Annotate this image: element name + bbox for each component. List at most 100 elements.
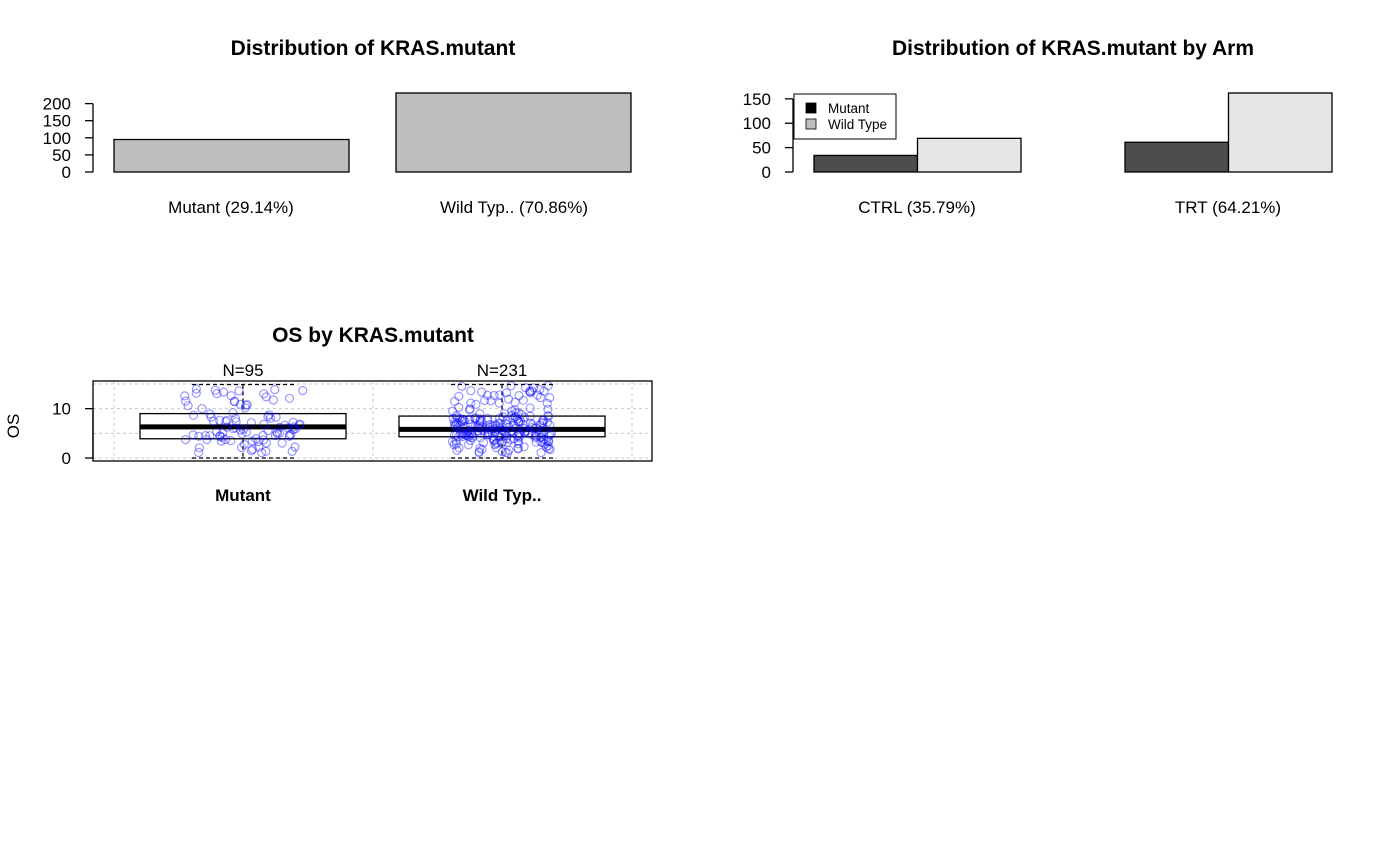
panel3-point xyxy=(467,429,477,439)
panel3-point xyxy=(477,387,487,397)
panel3-point xyxy=(290,424,301,434)
panel2-y-tick-label: 50 xyxy=(752,139,771,158)
panel3-point xyxy=(188,410,199,420)
panel3-category-label-1: Wild Typ.. xyxy=(463,486,542,505)
panel3-point xyxy=(459,416,469,426)
panel3-point xyxy=(514,418,525,428)
panel3-point xyxy=(284,431,294,441)
panel3-point xyxy=(490,427,500,437)
panel3-point xyxy=(448,414,458,424)
panel3-point xyxy=(516,409,526,419)
panel3-point xyxy=(222,422,232,432)
panel3-point xyxy=(194,447,204,458)
panel3-point xyxy=(194,431,204,441)
panel3-point xyxy=(544,444,554,454)
panel3-point xyxy=(545,430,555,440)
panel3-point xyxy=(180,391,190,401)
panel1-y-tick-label: 0 xyxy=(62,163,71,182)
panel3-point xyxy=(502,431,512,441)
panel2-title: Distribution of KRAS.mutant by Arm xyxy=(892,37,1254,60)
panel3-point xyxy=(531,423,541,433)
panel3-point xyxy=(466,386,476,396)
panel2-category-label-0: CTRL (35.79%) xyxy=(858,198,975,217)
panel3-point xyxy=(466,398,476,408)
panel3-point xyxy=(525,418,536,428)
panel3-point xyxy=(286,429,296,439)
panel3-point xyxy=(493,431,503,441)
panel3-point xyxy=(496,438,507,448)
panel3-point xyxy=(542,398,552,408)
panel3-point xyxy=(522,426,532,436)
panel3-point xyxy=(518,419,528,430)
panel3-point xyxy=(531,437,541,447)
panel3-point xyxy=(543,436,554,446)
panel3-point xyxy=(283,423,293,433)
panel3-point xyxy=(520,383,531,393)
panel3-point xyxy=(221,416,231,427)
panel3-point xyxy=(513,439,524,449)
panel3-point xyxy=(545,445,555,455)
panel3-point xyxy=(503,415,513,425)
panel3-point xyxy=(527,419,538,430)
panel3-point xyxy=(527,422,538,432)
panel3-point xyxy=(519,424,529,434)
panel3-point xyxy=(216,436,226,446)
panel3-point xyxy=(465,428,475,438)
panel3-point xyxy=(229,396,239,406)
panel3-point xyxy=(514,391,524,401)
panel3-point xyxy=(457,431,468,442)
panel2-category-label-1: TRT (64.21%) xyxy=(1175,198,1281,217)
panel3-point xyxy=(513,408,524,418)
panel3-point xyxy=(499,408,509,419)
panel3-point xyxy=(537,418,547,428)
panel3-point xyxy=(497,447,507,457)
panel3-point xyxy=(451,439,461,449)
panel3-point xyxy=(241,400,251,410)
panel3-point xyxy=(450,419,460,430)
panel3-point xyxy=(194,443,204,453)
panel3-point xyxy=(535,420,545,430)
panel3-point xyxy=(470,413,481,423)
panel3-point xyxy=(237,429,247,439)
panel3-point xyxy=(453,418,463,428)
panel3-point xyxy=(257,448,267,458)
panel3-point xyxy=(500,418,511,428)
panel3-point xyxy=(543,381,553,391)
panel3-point xyxy=(498,426,508,436)
panel3-point xyxy=(485,422,495,432)
panel3-point xyxy=(277,438,287,448)
panel3-plot-frame xyxy=(92,380,653,462)
panel3-point xyxy=(474,448,484,458)
panel3-point xyxy=(191,384,201,394)
panel3-point xyxy=(488,431,498,441)
panel3-point xyxy=(180,435,191,445)
panel3-point xyxy=(531,428,541,438)
panel2-bar-wild-type-1 xyxy=(1227,92,1333,173)
panel3-point xyxy=(491,421,501,431)
panel3-point xyxy=(475,418,485,428)
panel3-point xyxy=(181,396,191,406)
panel3-point xyxy=(539,427,549,437)
panel3-point xyxy=(539,386,549,396)
panel3-point xyxy=(532,390,543,400)
panel3-point xyxy=(254,442,264,452)
panel3-point xyxy=(486,425,496,435)
panel3-point xyxy=(451,430,462,440)
panel3-point xyxy=(475,414,485,424)
panel3-point xyxy=(274,422,285,432)
panel3-point xyxy=(527,429,537,440)
panel3-point xyxy=(512,414,522,424)
panel3-point xyxy=(188,430,198,440)
panel3-point xyxy=(502,438,512,448)
legend-label-wild-type: Wild Type xyxy=(828,117,887,132)
panel3-point xyxy=(536,437,546,447)
panel3-point xyxy=(453,431,464,442)
panel3-point xyxy=(506,426,516,436)
panel3-point xyxy=(480,429,490,439)
panel3-point xyxy=(527,386,537,396)
panel3-point xyxy=(228,408,238,418)
panel1-y-tick-label: 50 xyxy=(52,146,71,165)
panel2-bar-mutant-0 xyxy=(813,154,919,173)
panel3-point xyxy=(530,433,540,443)
